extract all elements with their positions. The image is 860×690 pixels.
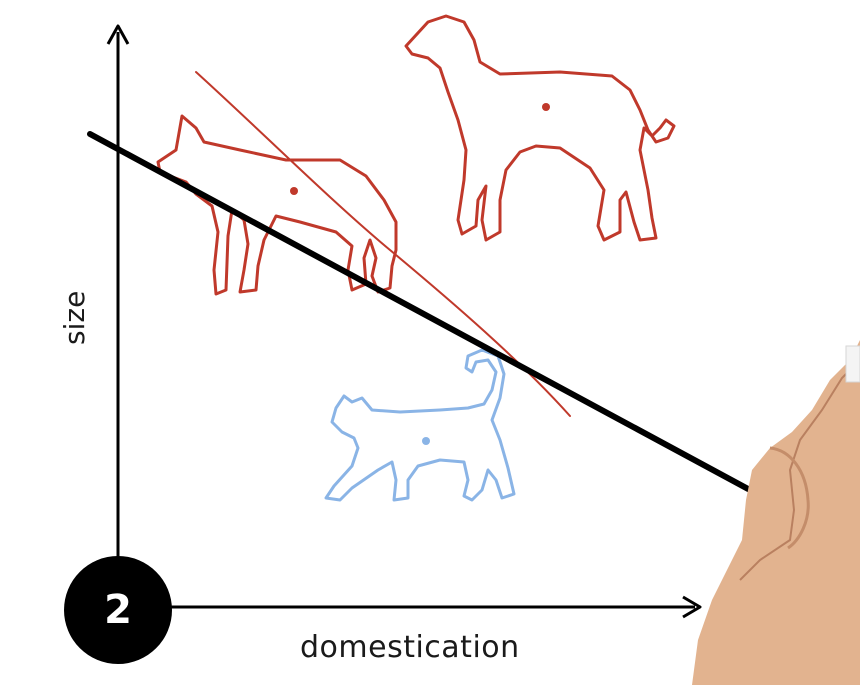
y-axis — [106, 24, 130, 610]
step-number-badge: 2 — [64, 556, 172, 664]
x-axis — [118, 595, 702, 619]
decision-boundary — [87, 131, 753, 493]
wolf-outline — [156, 114, 398, 296]
hand-illustration — [692, 340, 860, 685]
dog-outline — [404, 14, 676, 242]
y-axis-label: size — [58, 290, 91, 345]
cat-outline — [324, 348, 516, 502]
x-axis-label: domestication — [300, 630, 520, 665]
